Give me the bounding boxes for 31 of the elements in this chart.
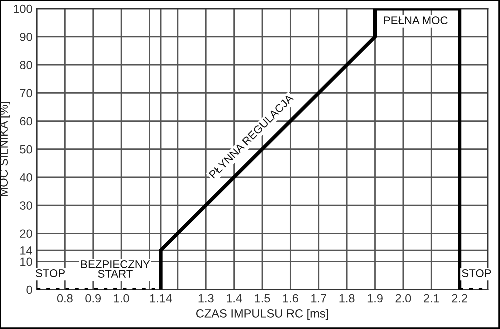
x-tick-label: 1.9 xyxy=(368,294,383,303)
x-tick-label: 2.2 xyxy=(452,294,468,303)
x-tick-label: 1.7 xyxy=(312,294,326,303)
y-tick-label: 50 xyxy=(20,145,32,154)
x-tick-label: 1.8 xyxy=(340,294,355,303)
annotation: STOP xyxy=(36,270,65,278)
x-tick-label: 2.0 xyxy=(396,294,412,303)
x-tick-label: 0.9 xyxy=(86,294,102,303)
y-tick-label: 40 xyxy=(20,173,32,182)
y-tick-label: 20 xyxy=(20,230,32,238)
y-tick-label: 10 xyxy=(20,258,32,266)
y-tick-label: 60 xyxy=(20,117,32,126)
x-tick-label: 1.0 xyxy=(114,294,130,303)
x-tick-label: 1.5 xyxy=(255,294,270,303)
y-tick-label: 30 xyxy=(20,202,32,210)
y-tick-label: 70 xyxy=(20,89,32,98)
x-tick-label: 1.14 xyxy=(150,294,172,303)
x-tick-label: 2.1 xyxy=(424,294,440,303)
annotation: STOP xyxy=(462,270,492,278)
y-tick-label: 90 xyxy=(20,33,32,42)
annotation: BEZPIECZNY START xyxy=(82,260,150,278)
y-tick-label: 14 xyxy=(20,246,32,255)
y-tick-label: 0 xyxy=(26,286,32,294)
x-tick-label: 1.4 xyxy=(227,294,242,303)
x-tick-label: 1.6 xyxy=(283,294,298,303)
x-tick-label: 0.8 xyxy=(57,294,73,303)
x-tick-label: 1.3 xyxy=(198,294,214,303)
y-tick-label: 100 xyxy=(14,4,32,14)
x-axis-title: CZAS IMPULSU RC [ms] xyxy=(196,309,328,320)
annotation: PEŁNA MOC xyxy=(384,16,448,25)
y-tick-label: 80 xyxy=(20,61,32,70)
